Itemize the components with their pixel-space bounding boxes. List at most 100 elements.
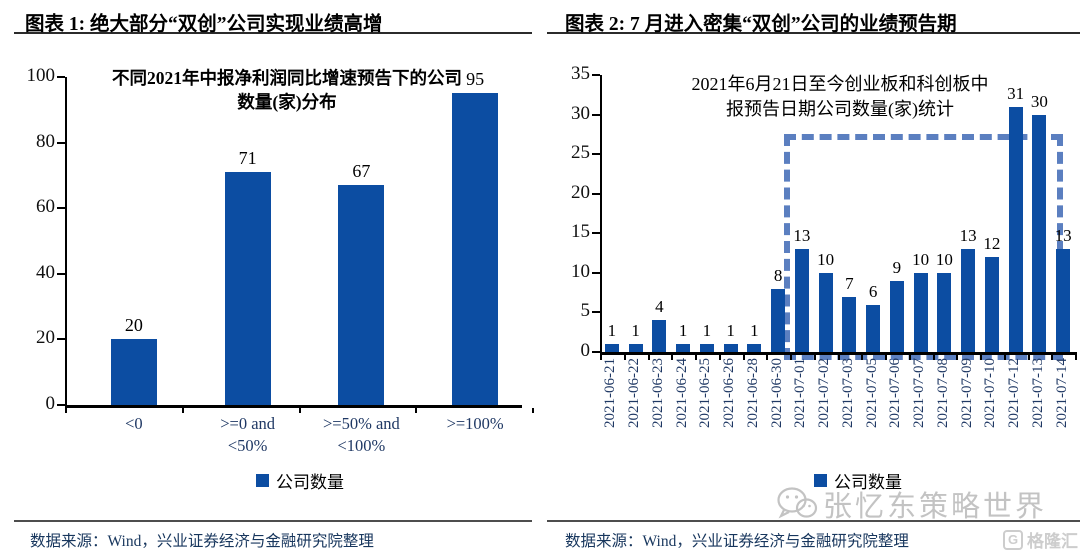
y-tick-label: 5 (580, 300, 591, 322)
bar (1032, 114, 1047, 352)
x-category-label: >=0 and <50% (181, 413, 315, 458)
bar-value-label: 31 (1007, 83, 1025, 103)
bar (676, 344, 691, 352)
bar-value-label: 67 (352, 161, 371, 182)
x-axis-line (600, 352, 1077, 355)
bar (747, 344, 762, 352)
x-category-label: 2021-07-08 (934, 358, 951, 428)
x-tick-mark (298, 408, 301, 413)
figure-2-source: 数据来源：Wind，兴业证券经济与金融研究院整理 (547, 520, 1080, 557)
bar (699, 344, 714, 352)
y-tick-mark (592, 74, 600, 76)
x-category-label: 2021-07-13 (1029, 358, 1046, 428)
x-category-label: >=100% (408, 413, 542, 435)
bar-value-label: 4 (655, 297, 664, 317)
bar (628, 344, 643, 352)
y-tick-label: 100 (26, 65, 56, 86)
y-tick-label: 10 (571, 260, 590, 282)
x-tick-mark (813, 355, 816, 360)
x-category-label-line: >=0 and (220, 414, 276, 433)
x-category-label: 2021-07-12 (1006, 358, 1023, 428)
x-category-label: 2021-07-03 (839, 358, 856, 428)
y-tick-label: 0 (45, 393, 56, 414)
x-category-label: 2021-07-06 (887, 358, 904, 428)
y-tick-mark (592, 153, 600, 156)
y-tick-mark (592, 232, 600, 235)
bar (984, 257, 999, 352)
x-tick-mark (181, 408, 184, 413)
x-category-label: 2021-07-09 (958, 358, 975, 428)
y-tick-label: 80 (36, 130, 55, 152)
legend: 公司数量 (220, 468, 380, 493)
watermark: 张忆东策略世界 (776, 483, 1047, 525)
bar-value-label: 8 (773, 265, 783, 285)
x-category-label: <0 (67, 413, 201, 435)
y-tick-label: 20 (36, 327, 55, 349)
figure-2-caption: 图表 2: 7 月进入密集“双创”公司的业绩预告期 (547, 0, 1080, 35)
x-tick-mark (671, 355, 674, 360)
bar-value-label: 30 (1030, 91, 1048, 111)
x-tick-mark (1003, 355, 1006, 360)
gelonghui-logo-text: 格隆汇 (1027, 532, 1078, 551)
y-tick-mark (57, 338, 65, 341)
y-tick-mark (592, 311, 600, 314)
bar (889, 280, 904, 352)
y-tick-label: 40 (36, 261, 55, 283)
x-category-label-line: <50% (227, 436, 268, 456)
highlight-box (784, 134, 1063, 360)
chart-inner-title-line: 数量(家)分布 (237, 92, 337, 113)
y-tick-mark (592, 351, 600, 353)
x-tick-mark (908, 355, 911, 360)
x-axis-line (65, 405, 522, 408)
y-tick-label: 0 (580, 340, 591, 361)
x-tick-mark (532, 408, 534, 413)
bar (913, 272, 928, 352)
bar-value-label: 1 (750, 321, 759, 341)
legend: 公司数量 (778, 468, 938, 493)
bar (1008, 106, 1023, 352)
y-axis-line (65, 77, 67, 405)
bar-value-label: 6 (868, 281, 878, 301)
bar-value-label: 10 (935, 249, 953, 269)
x-category-label: 2021-07-07 (911, 358, 928, 428)
x-category-label: 2021-06-25 (697, 358, 714, 428)
y-tick-label: 60 (36, 196, 55, 218)
gelonghui-logo: G 格隆汇 (1003, 527, 1078, 552)
figure-2-chart: 2021年6月21日至今创业板和科创板中 报预告日期公司数量(家)统计 0 5 10 15… (540, 36, 1080, 520)
x-tick-mark (1027, 355, 1030, 360)
bar (652, 320, 667, 352)
bar-value-label: 1 (678, 321, 688, 341)
x-category-label: 2021-06-26 (721, 358, 738, 428)
x-category-label: 2021-06-21 (602, 358, 619, 428)
y-tick-label: 15 (571, 221, 590, 243)
bar-value-label: 13 (959, 226, 977, 246)
x-category-label: 2021-07-10 (982, 358, 999, 428)
x-category-label: 2021-06-23 (649, 358, 666, 428)
chart-inner-title-line: 不同2021年中报净利润同比增速预告下的公司 (112, 68, 462, 88)
y-axis-line (600, 75, 602, 352)
x-tick-mark (600, 355, 602, 360)
watermark-text: 张忆东策略世界 (823, 491, 1048, 523)
y-tick-mark (592, 113, 600, 116)
x-category-label: 2021-07-02 (816, 358, 833, 428)
bar (604, 344, 619, 352)
x-tick-mark (790, 355, 792, 360)
chart-inner-title: 不同2021年中报净利润同比增速预告下的公司 数量(家)分布 (72, 66, 502, 114)
bar-value-label: 10 (912, 249, 930, 269)
x-category-label: 2021-06-24 (673, 358, 690, 428)
chart-inner-title: 2021年6月21日至今创业板和科创板中 报预告日期公司数量(家)统计 (615, 72, 1065, 122)
bar (1056, 249, 1071, 352)
figure-1-caption: 图表 1: 绝大部分“双创”公司实现业绩高增 (14, 0, 532, 35)
y-tick-mark (57, 207, 65, 210)
bar-value-label: 10 (817, 249, 835, 269)
x-tick-mark (837, 355, 840, 360)
bar (961, 249, 976, 352)
x-tick-mark (65, 408, 67, 413)
bar-value-label: 1 (726, 321, 735, 341)
bar (794, 249, 809, 352)
bar (818, 272, 833, 352)
bar (224, 172, 271, 405)
bar (452, 93, 499, 405)
y-tick-label: 25 (571, 142, 590, 164)
bar-value-label: 71 (238, 148, 257, 169)
